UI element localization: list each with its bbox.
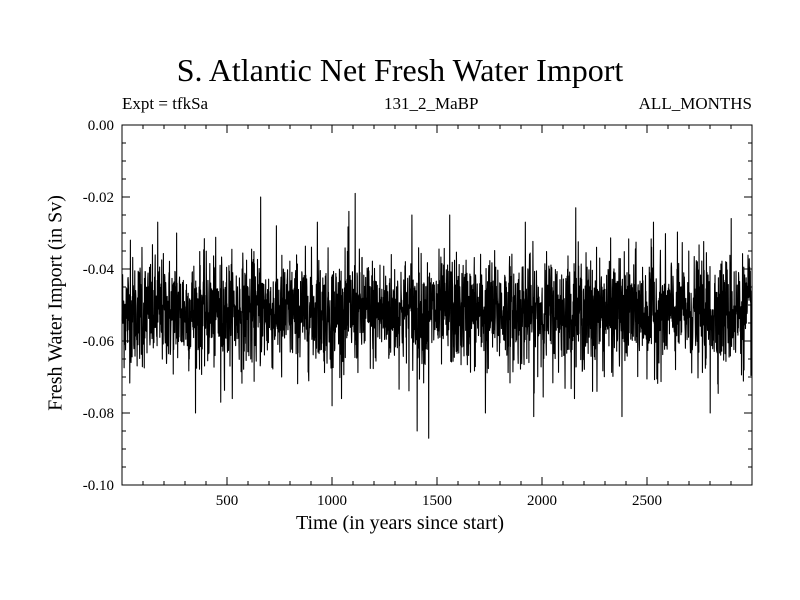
- subtitle-months: ALL_MONTHS: [638, 94, 752, 113]
- x-axis-label: Time (in years since start): [295, 512, 505, 534]
- x-tick-label: 2000: [527, 493, 557, 509]
- y-tick-label: -0.04: [83, 262, 115, 278]
- x-tick-label: 1000: [317, 493, 347, 509]
- y-tick-label: -0.08: [83, 406, 114, 422]
- chart-title: S. Atlantic Net Fresh Water Import: [176, 52, 624, 88]
- y-tick-label: 0.00: [88, 118, 114, 134]
- x-tick-label: 1500: [422, 493, 452, 509]
- subtitle-run: 131_2_MaBP: [384, 94, 479, 113]
- series-line: [121, 192, 753, 439]
- x-tick-label: 500: [216, 493, 239, 509]
- y-tick-label: -0.06: [83, 334, 115, 350]
- y-tick-label: -0.10: [83, 478, 114, 494]
- x-tick-label: 2500: [632, 493, 662, 509]
- subtitle-experiment: Expt = tfkSa: [122, 94, 209, 113]
- y-tick-label: -0.02: [83, 190, 114, 206]
